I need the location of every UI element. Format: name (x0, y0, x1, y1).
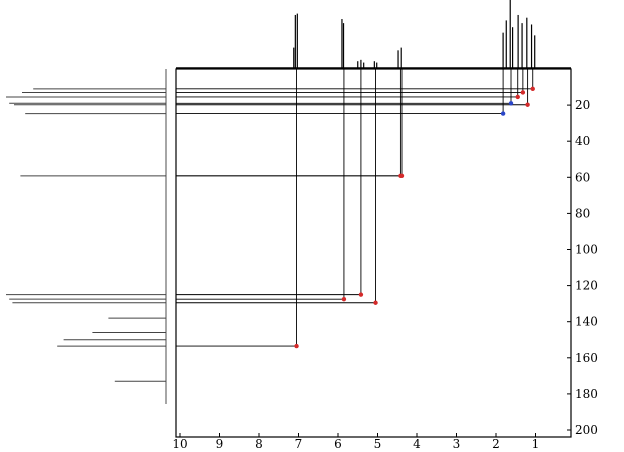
y-axis-ticks: 20 40 60 80 100 120 140 160 180 200 (567, 98, 598, 437)
x-tick-label: 8 (255, 437, 263, 451)
y-tick-label: 140 (575, 315, 598, 329)
cross-peak (358, 292, 364, 297)
cross-peak (520, 90, 526, 95)
y-tick-label: 40 (575, 134, 590, 148)
y-tick-label: 80 (575, 206, 590, 220)
x-tick-label: 10 (172, 437, 187, 451)
y-tick-label: 100 (575, 243, 598, 257)
y-tick-label: 120 (575, 279, 598, 293)
proton-projection-spectrum (176, 0, 571, 69)
cross-peak (373, 300, 378, 305)
x-axis-ticks: 10 9 8 7 6 5 4 3 2 1 (172, 433, 539, 451)
cross-peak (500, 111, 506, 116)
cross-peak (341, 296, 347, 302)
y-tick-label: 200 (575, 423, 598, 437)
y-tick-label: 180 (575, 387, 598, 401)
x-tick-label: 2 (492, 437, 500, 451)
cross-peak (530, 86, 535, 92)
x-tick-label: 6 (334, 437, 342, 451)
cross-peak (294, 343, 299, 349)
y-tick-label: 60 (575, 170, 590, 184)
x-tick-label: 3 (453, 437, 461, 451)
x-tick-label: 7 (295, 437, 303, 451)
y-tick-label: 20 (575, 98, 590, 112)
y-tick-label: 160 (575, 351, 598, 365)
cross-peak (515, 94, 520, 100)
x-tick-label: 5 (374, 437, 382, 451)
cross-peak (525, 102, 530, 107)
x-tick-label: 1 (532, 437, 540, 451)
cross-peak (508, 101, 514, 106)
correlation-lines (176, 69, 534, 347)
plot-frame (175, 68, 572, 438)
carbon-projection-spectrum (6, 69, 167, 404)
x-tick-label: 4 (413, 437, 421, 451)
cross-peaks (294, 86, 535, 349)
plot-area-border (175, 68, 572, 438)
cross-peak (399, 173, 405, 179)
x-tick-label: 9 (216, 437, 224, 451)
